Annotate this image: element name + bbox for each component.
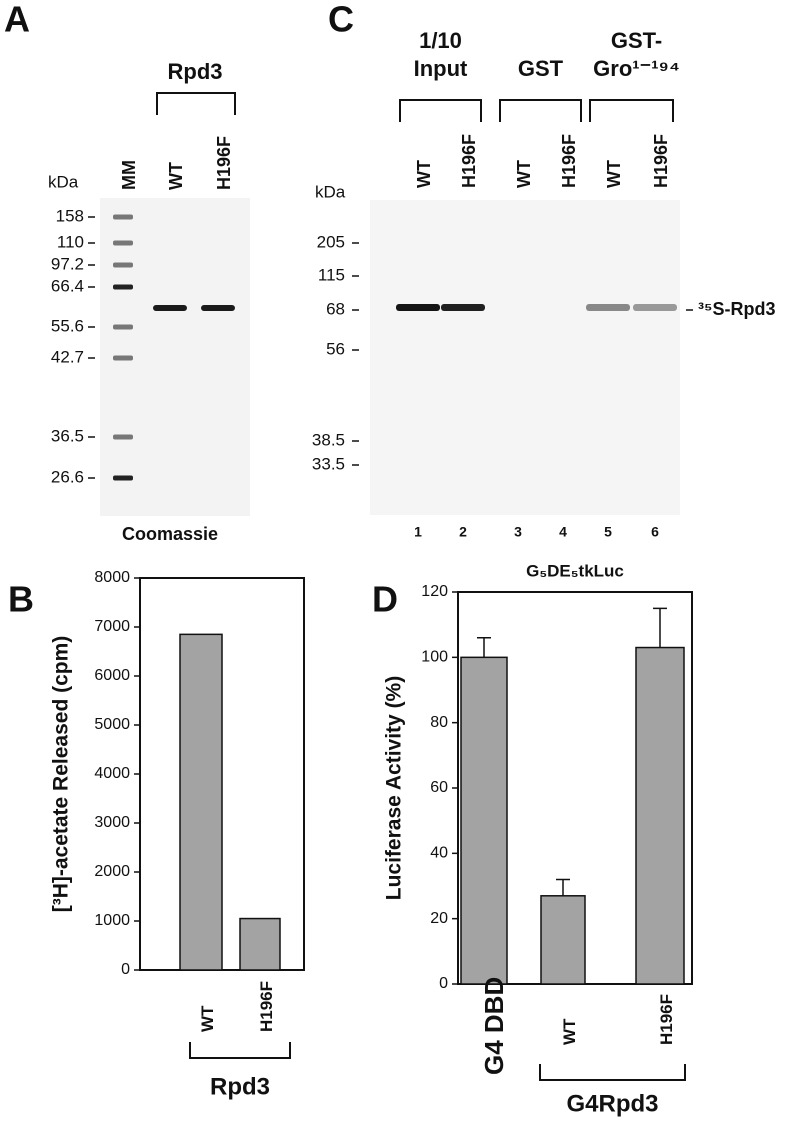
- y-tick-label: 60: [430, 779, 448, 796]
- lane-number: 4: [559, 524, 567, 540]
- y-tick-label: 5000: [94, 716, 130, 733]
- lane-label: WT: [514, 160, 534, 188]
- marker-label: 56: [326, 339, 345, 358]
- y-tick-label: 8000: [94, 569, 130, 586]
- protein-band: [396, 304, 440, 311]
- protein-band: [441, 304, 485, 311]
- lane-label: WT: [604, 160, 624, 188]
- bar: [540, 895, 586, 985]
- marker-label: 66.4: [51, 276, 84, 295]
- ladder-band: [113, 434, 133, 440]
- y-tick-label: 40: [430, 845, 448, 862]
- y-tick-label: 4000: [94, 765, 130, 782]
- y-tick-label: 0: [439, 975, 448, 992]
- lane-label: H196F: [214, 136, 234, 190]
- y-axis-label: Luciferase Activity (%): [383, 676, 406, 900]
- bar: [179, 633, 223, 971]
- kda-label: kDa: [315, 182, 346, 201]
- y-tick-label: 6000: [94, 667, 130, 684]
- y-tick-label: 3000: [94, 814, 130, 831]
- bracket: [156, 92, 236, 115]
- group-label: G4Rpd3: [566, 1090, 658, 1117]
- error-bar: [556, 878, 570, 896]
- y-tick-label: 2000: [94, 863, 130, 880]
- y-tick-label: 100: [421, 649, 448, 666]
- protein-band: [586, 304, 630, 311]
- y-tick-label: 20: [430, 910, 448, 927]
- lane-label: WT: [414, 160, 434, 188]
- x-tick-label: WT: [560, 1018, 579, 1045]
- marker-label: 42.7: [51, 347, 84, 366]
- y-tick-label: 7000: [94, 618, 130, 635]
- bracket: [499, 99, 582, 122]
- chart-title: G₅DE₅tkLuc: [526, 561, 624, 580]
- panel-letter: C: [328, 0, 354, 40]
- group-label: Gro¹⁻¹⁹⁴: [593, 56, 680, 81]
- y-axis-label: [³H]-acetate Released (cpm): [50, 636, 73, 913]
- x-tick-label: G4 DBD: [479, 977, 509, 1075]
- ladder-band: [113, 324, 133, 330]
- ladder-band: [113, 284, 133, 290]
- marker-label: 36.5: [51, 426, 84, 445]
- marker-label: 68: [326, 299, 345, 318]
- lane-number: 3: [514, 524, 522, 540]
- ladder-band: [113, 240, 133, 246]
- lane-number: 6: [651, 524, 659, 540]
- y-tick-label: 120: [421, 583, 448, 600]
- bar: [239, 917, 281, 971]
- lane-number: 2: [459, 524, 467, 540]
- marker-label: 26.6: [51, 467, 84, 486]
- marker-label: 38.5: [312, 430, 345, 449]
- y-tick-label: 80: [430, 714, 448, 731]
- error-bar: [477, 636, 491, 658]
- group-label: Rpd3: [168, 59, 223, 84]
- marker-label: 110: [57, 232, 84, 251]
- panel-letter: A: [4, 0, 30, 40]
- group-label: GST-: [611, 28, 662, 53]
- marker-label: 205: [317, 232, 345, 251]
- bracket: [589, 99, 674, 122]
- marker-label: 97.2: [51, 254, 84, 273]
- panel-letter: D: [372, 579, 398, 620]
- x-tick-label: H196F: [657, 994, 676, 1045]
- kda-label: kDa: [48, 172, 79, 191]
- group-label: Rpd3: [210, 1073, 270, 1100]
- bar: [635, 646, 685, 985]
- lane-label: H196F: [651, 134, 671, 188]
- group-label: 1/10: [419, 28, 462, 53]
- caption: Coomassie: [122, 524, 218, 544]
- marker-label: 55.6: [51, 316, 84, 335]
- protein-band: [633, 304, 677, 311]
- bracket: [399, 99, 482, 122]
- marker-label: 33.5: [312, 454, 345, 473]
- x-tick-label: WT: [198, 1005, 217, 1032]
- ladder-band: [113, 262, 133, 268]
- bracket: [539, 1064, 686, 1081]
- y-tick-label: 1000: [94, 912, 130, 929]
- ladder-band: [113, 355, 133, 361]
- error-bar: [653, 607, 667, 648]
- protein-band: [153, 305, 187, 311]
- ladder-band: [113, 475, 133, 481]
- lane-label: WT: [166, 162, 186, 190]
- marker-label: 115: [318, 265, 345, 284]
- bracket: [189, 1042, 291, 1059]
- ladder-band: [113, 214, 133, 220]
- bar: [460, 656, 508, 985]
- group-label: Input: [414, 56, 468, 81]
- x-tick-label: H196F: [257, 981, 276, 1032]
- band-label: ³⁵S-Rpd3: [698, 299, 775, 319]
- panel-letter: B: [8, 579, 34, 620]
- lane-label: H196F: [459, 134, 479, 188]
- y-tick-label: 0: [121, 961, 130, 978]
- lane-label: MM: [119, 160, 139, 190]
- group-label: GST: [518, 56, 564, 81]
- lane-label: H196F: [559, 134, 579, 188]
- lane-number: 1: [414, 524, 422, 540]
- protein-band: [201, 305, 235, 311]
- marker-label: 158: [56, 206, 84, 225]
- lane-number: 5: [604, 524, 612, 540]
- gel: [370, 200, 680, 515]
